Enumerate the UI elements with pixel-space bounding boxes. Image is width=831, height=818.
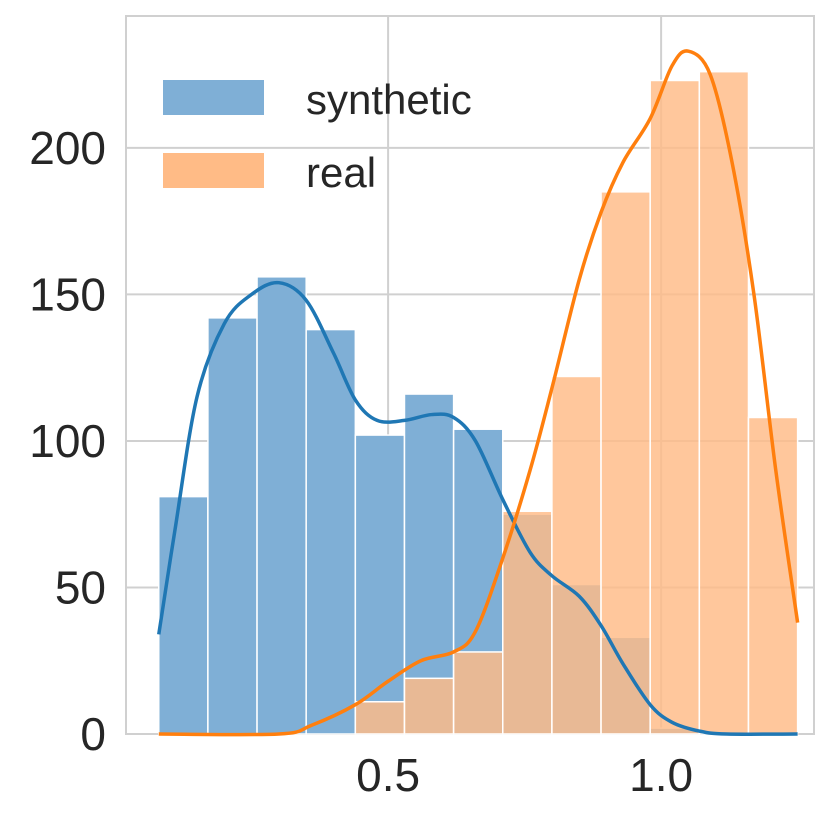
legend-swatch-real	[163, 153, 264, 188]
legend-swatch-synthetic	[163, 80, 264, 115]
bar-real	[649, 79, 701, 735]
kde-line-real	[158, 49, 800, 737]
x-axis-tick-labels: 0.5 1.0	[356, 749, 693, 801]
kde-curves	[157, 49, 800, 737]
y-tick-label: 100	[29, 415, 106, 467]
synthetic-bars	[158, 276, 701, 735]
y-tick-label: 50	[55, 561, 106, 613]
bar-synthetic	[256, 276, 307, 735]
legend-label-synthetic: synthetic	[306, 76, 472, 123]
bar-synthetic	[354, 434, 406, 735]
x-tick-label: 1.0	[629, 749, 693, 801]
legend: synthetic real	[163, 76, 472, 196]
y-tick-label: 200	[29, 122, 106, 174]
bar-synthetic	[207, 317, 258, 735]
kde-line-synthetic	[157, 280, 798, 736]
bar-synthetic	[305, 328, 357, 735]
bar-real	[452, 651, 504, 735]
bar-real	[698, 70, 750, 735]
bar-real	[502, 510, 553, 735]
bar-real	[551, 375, 602, 735]
y-tick-label: 150	[29, 268, 106, 320]
bar-synthetic	[158, 495, 209, 735]
real-bars	[354, 70, 799, 735]
bar-real	[403, 677, 455, 735]
x-tick-label: 0.5	[356, 749, 420, 801]
bar-real	[600, 191, 651, 735]
y-axis-tick-labels: 0 50 100 150 200	[29, 122, 106, 760]
bar-real	[354, 701, 406, 735]
legend-label-real: real	[306, 149, 376, 196]
y-tick-label: 0	[80, 708, 106, 760]
